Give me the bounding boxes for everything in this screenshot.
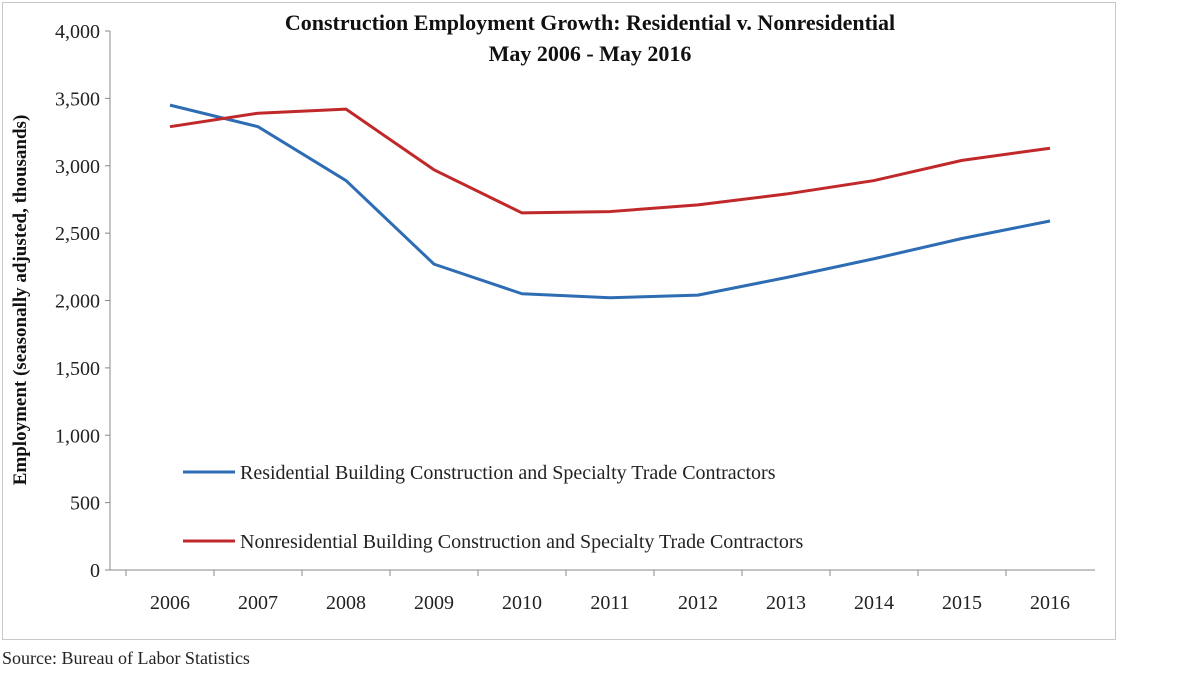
x-tick-label: 2009 <box>414 592 454 614</box>
y-tick-label: 2,500 <box>55 223 100 245</box>
x-tick-label: 2012 <box>678 592 718 614</box>
x-tick-label: 2008 <box>326 592 366 614</box>
chart-subtitle: May 2006 - May 2016 <box>489 41 692 66</box>
chart-frame <box>2 2 1116 640</box>
series-line-nonresidential <box>169 107 1051 215</box>
x-tick-label: 2013 <box>766 592 806 614</box>
x-tick-label: 2014 <box>854 592 894 614</box>
y-tick-label: 4,000 <box>55 21 100 43</box>
y-tick-label: 3,000 <box>55 156 100 178</box>
x-tick-label: 2016 <box>1030 592 1070 614</box>
x-tick-label: 2015 <box>942 592 982 614</box>
source-note: Source: Bureau of Labor Statistics <box>2 648 250 668</box>
y-tick-label: 500 <box>70 493 100 515</box>
legend-label: Residential Building Construction and Sp… <box>240 462 776 484</box>
y-tick-label: 2,000 <box>55 291 100 313</box>
x-tick-label: 2011 <box>590 592 629 614</box>
y-axis-label: Employment (seasonally adjusted, thousan… <box>10 115 31 486</box>
x-tick-label: 2010 <box>502 592 542 614</box>
x-tick-label: 2006 <box>150 592 190 614</box>
chart-title: Construction Employment Growth: Resident… <box>285 10 895 35</box>
series-line-residential <box>169 103 1051 300</box>
y-tick-label: 3,500 <box>55 88 100 110</box>
x-tick-label: 2007 <box>238 592 278 614</box>
y-tick-label: 1,000 <box>55 425 100 447</box>
y-tick-label: 1,500 <box>55 358 100 380</box>
y-tick-label: 0 <box>90 560 100 582</box>
legend-label: Nonresidential Building Construction and… <box>240 531 803 553</box>
